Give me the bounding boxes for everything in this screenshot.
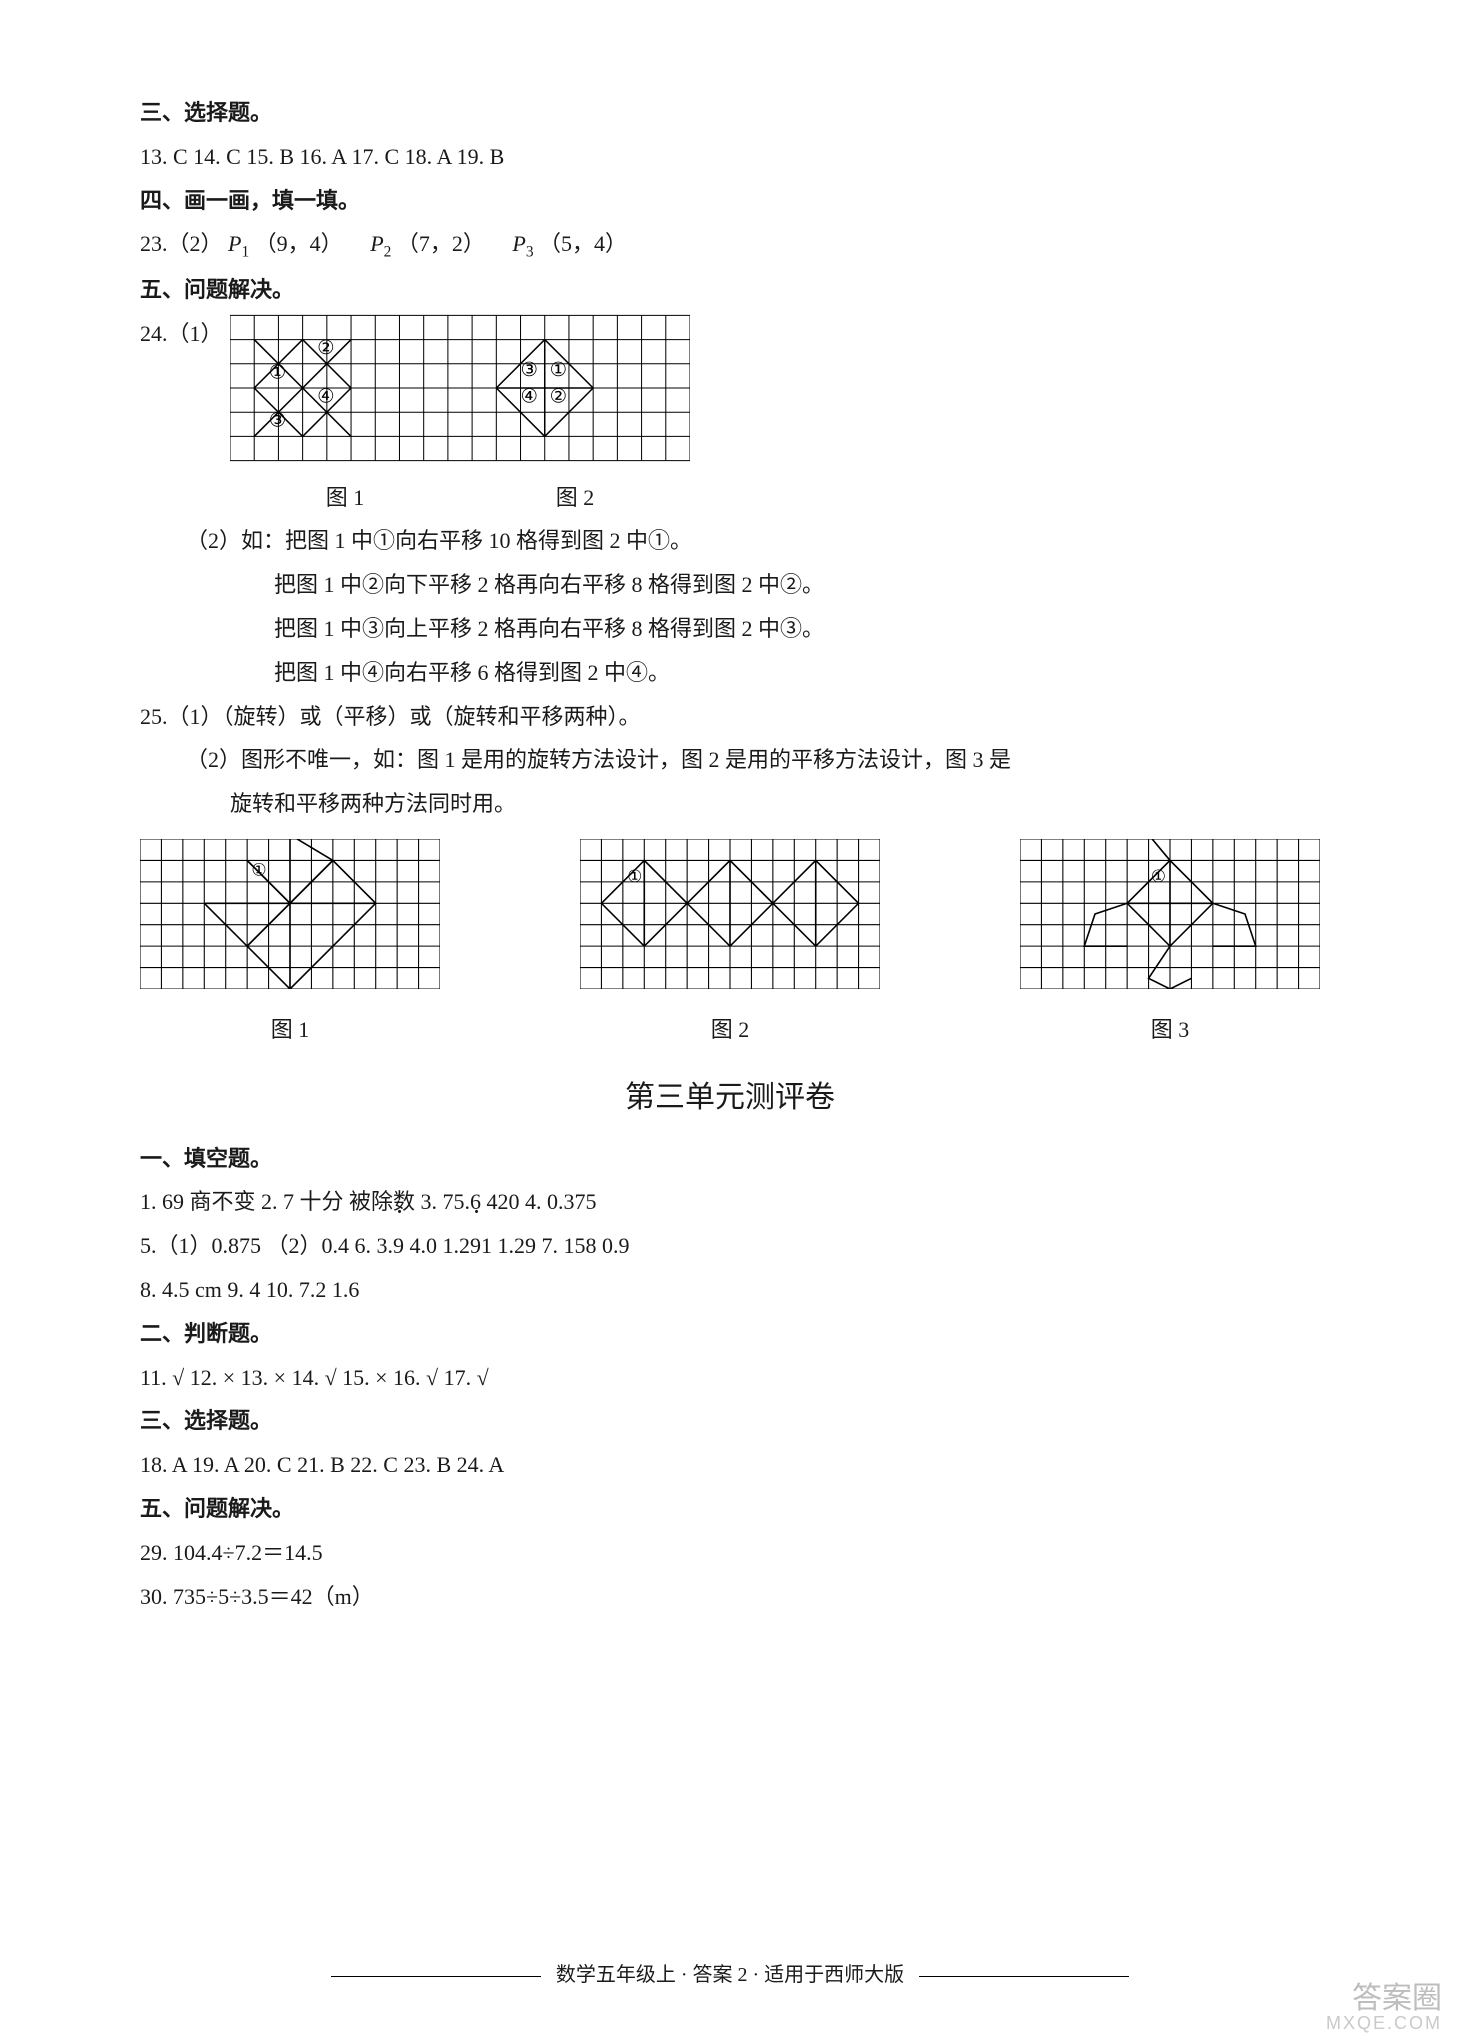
q23-p2: P2 （7，2）: [370, 231, 490, 256]
u3-q11: 11. √ 12. × 13. × 14. √ 15. × 16. √ 17. …: [140, 1357, 1320, 1399]
u3-section1-heading: 一、填空题。: [140, 1138, 1320, 1180]
u3-q8: 8. 4.5 cm 9. 4 10. 7.2 1.6: [140, 1269, 1320, 1311]
p3-sub: 3: [526, 244, 534, 261]
q23-prefix: 23.（2）: [140, 231, 223, 256]
q24-grid-svg: ②①④③③①④②: [230, 313, 690, 463]
q25-figC-label: 图 3: [1020, 1009, 1320, 1051]
page: 三、选择题。 13. C 14. C 15. B 16. A 17. C 18.…: [0, 0, 1460, 2042]
footer-text: 数学五年级上 · 答案 2 · 适用于西师大版: [556, 1964, 904, 1986]
q24-l1: 把图 1 中①向右平移 10 格得到图 2 中①。: [285, 528, 692, 553]
p1-coord: （9，4）: [255, 231, 343, 256]
q25-l2b: 旋转和平移两种方法同时用。: [140, 783, 1320, 825]
q25-l2a: （2）图形不唯一，如：图 1 是用的旋转方法设计，图 2 是用的平移方法设计，图…: [140, 739, 1320, 781]
answers-line-23: 23.（2） P1 （9，4） P2 （7，2） P3 （5，4）: [140, 223, 1320, 267]
svg-text:②: ②: [317, 338, 334, 359]
p2-sub: 2: [384, 244, 392, 261]
u3-section3-heading: 三、选择题。: [140, 1400, 1320, 1442]
q24-figure: ②①④③③①④② 图 1 图 2: [230, 313, 690, 519]
svg-text:③: ③: [269, 411, 286, 432]
q25-figA: ① 图 1: [140, 839, 440, 1051]
p1-var: P: [228, 231, 241, 256]
q24-p2-prefix: （2）如：: [186, 528, 285, 553]
u3-q1: 1. 69 商不变 2. 7 十分 被除数 3. 75.6 420 4. 0.3…: [140, 1181, 1320, 1223]
q25-figA-label: 图 1: [140, 1009, 440, 1051]
page-footer: 数学五年级上 · 答案 2 · 适用于西师大版: [0, 1956, 1460, 1994]
svg-text:①: ①: [550, 360, 567, 381]
recurring-9: 9: [393, 1225, 404, 1267]
watermark-sub: MXQE.COM: [1326, 2014, 1442, 2032]
u3-section2-heading: 二、判断题。: [140, 1313, 1320, 1355]
svg-text:①: ①: [269, 362, 286, 383]
p2-coord: （7，2）: [397, 231, 485, 256]
unit3-title: 第三单元测评卷: [140, 1069, 1320, 1126]
svg-text:①: ①: [1151, 867, 1166, 886]
q24-part2-line1: （2）如：把图 1 中①向右平移 10 格得到图 2 中①。: [140, 520, 1320, 562]
u3-q5: 5.（1）0.875 （2）0.4 6. 3.9 4.0 1.291 1.29 …: [140, 1225, 1320, 1267]
svg-text:①: ①: [251, 860, 266, 879]
q23-p3: P3 （5，4）: [512, 231, 627, 256]
watermark-main: 答案圈: [1326, 1984, 1442, 2014]
footer-rule-left: [331, 1976, 541, 1977]
q24-l3: 把图 1 中③向上平移 2 格再向右平移 8 格得到图 2 中③。: [140, 608, 1320, 650]
section-4-heading: 四、画一画，填一填。: [140, 180, 1320, 222]
q24-l4: 把图 1 中④向右平移 6 格得到图 2 中④。: [140, 652, 1320, 694]
q25-figB: ① 图 2: [580, 839, 880, 1051]
p3-coord: （5，4）: [539, 231, 627, 256]
q24-number: 24.（1）: [140, 313, 230, 355]
svg-text:③: ③: [521, 360, 538, 381]
section-3-heading: 三、选择题。: [140, 92, 1320, 134]
q25-figs-row: ① 图 1 ① 图 2 ① 图 3: [140, 839, 1320, 1051]
watermark: 答案圈 MXQE.COM: [1326, 1984, 1442, 2032]
p1-sub: 1: [241, 244, 249, 261]
answers-line-13: 13. C 14. C 15. B 16. A 17. C 18. A 19. …: [140, 136, 1320, 178]
u3q5c: 1 1.29 7. 158 0.9: [481, 1233, 630, 1258]
recurring-9b: 9: [470, 1225, 481, 1267]
svg-text:④: ④: [317, 386, 334, 407]
q25-figB-label: 图 2: [580, 1009, 880, 1051]
q25-figA-svg: ①: [140, 839, 440, 989]
u3q5a: 5.（1）0.875 （2）0.4 6. 3.: [140, 1233, 393, 1258]
q25-figB-svg: ①: [580, 839, 880, 989]
q25-figC-svg: ①: [1020, 839, 1320, 989]
svg-text:④: ④: [521, 386, 538, 407]
q24-row: 24.（1） ②①④③③①④② 图 1 图 2: [140, 313, 1320, 519]
u3-section5-heading: 五、问题解决。: [140, 1488, 1320, 1530]
section-5-heading: 五、问题解决。: [140, 269, 1320, 311]
u3-q29: 29. 104.4÷7.2＝14.5: [140, 1532, 1320, 1574]
svg-text:①: ①: [627, 867, 642, 886]
footer-rule-right: [919, 1976, 1129, 1977]
q25-figC: ① 图 3: [1020, 839, 1320, 1051]
q24-fig1-label: 图 1: [230, 477, 460, 519]
u3-q18: 18. A 19. A 20. C 21. B 22. C 23. B 24. …: [140, 1444, 1320, 1486]
q23-p1: P1 （9，4）: [228, 231, 348, 256]
q24-l2: 把图 1 中②向下平移 2 格再向右平移 8 格得到图 2 中②。: [140, 564, 1320, 606]
u3-q30: 30. 735÷5÷3.5＝42（m）: [140, 1576, 1320, 1618]
p3-var: P: [512, 231, 525, 256]
u3q5b: 4.0 1.2: [404, 1233, 470, 1258]
p2-var: P: [370, 231, 383, 256]
svg-text:②: ②: [550, 386, 567, 407]
q25-l1: 25.（1）（旋转）或（平移）或（旋转和平移两种）。: [140, 696, 1320, 738]
q24-fig2-label: 图 2: [460, 477, 690, 519]
